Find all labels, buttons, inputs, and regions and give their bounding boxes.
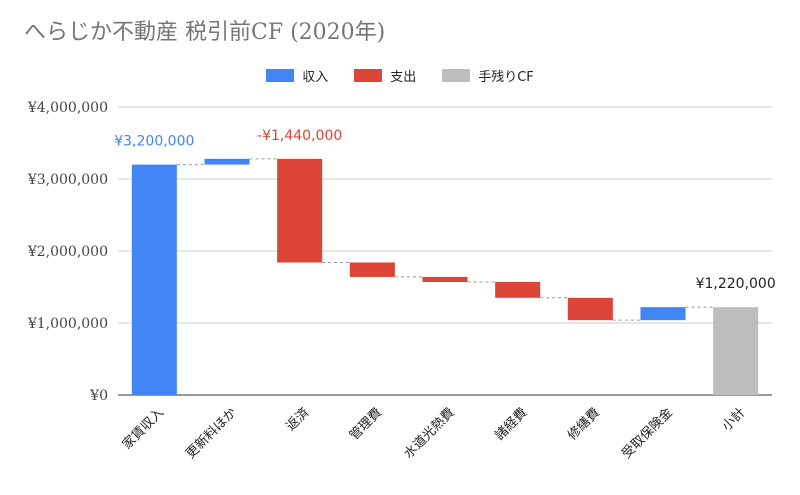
y-tick-label: ¥2,000,000 <box>27 244 108 260</box>
bar <box>204 158 250 165</box>
x-tick-label: 受取保険金 <box>619 405 676 462</box>
bar <box>131 164 177 395</box>
data-label: ¥1,220,000 <box>696 276 776 292</box>
legend-item-net: 手残りCF <box>442 66 534 85</box>
legend-swatch-net <box>442 69 471 82</box>
x-tick-label: 返済 <box>283 405 313 435</box>
legend-swatch-income <box>266 69 295 82</box>
legend-swatch-expense <box>354 69 383 82</box>
x-tick-label: 更新料ほか <box>183 405 240 462</box>
bar <box>640 307 686 321</box>
bar <box>277 158 323 263</box>
bar <box>495 281 541 298</box>
data-label: -¥1,440,000 <box>257 128 342 144</box>
x-tick-label: 管理費 <box>347 405 385 443</box>
legend-item-expense: 支出 <box>354 66 416 85</box>
data-label: ¥3,200,000 <box>114 134 194 150</box>
y-tick-label: ¥0 <box>89 388 108 404</box>
legend-label-expense: 支出 <box>390 70 417 85</box>
bar <box>713 307 759 395</box>
bar <box>422 276 468 282</box>
legend-label-income: 収入 <box>302 70 329 85</box>
legend-item-income: 収入 <box>266 66 328 85</box>
bar <box>567 297 613 321</box>
y-tick-label: ¥3,000,000 <box>27 172 108 188</box>
x-tick-label: 小計 <box>719 405 749 435</box>
x-tick-label: 家賃収入 <box>119 405 167 453</box>
x-tick-label: 諸経費 <box>492 405 531 444</box>
y-tick-label: ¥4,000,000 <box>27 100 108 116</box>
chart-title: へらじか不動産 税引前CF (2020年) <box>24 20 386 45</box>
legend-label-net: 手残りCF <box>478 70 534 85</box>
legend: 収入 支出 手残りCF <box>0 66 800 85</box>
x-tick-label: 修繕費 <box>564 405 603 444</box>
bar <box>349 262 395 277</box>
y-tick-label: ¥1,000,000 <box>27 316 108 332</box>
x-tick-label: 水道光熱費 <box>401 405 458 462</box>
